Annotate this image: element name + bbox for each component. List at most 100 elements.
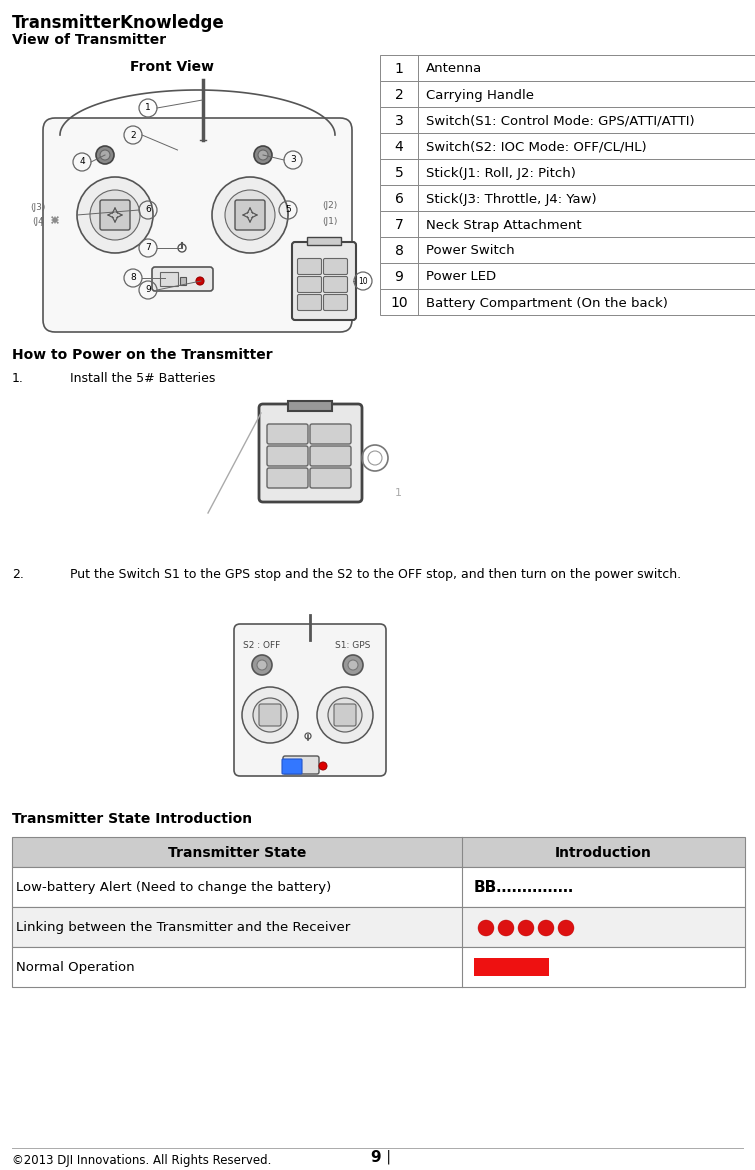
Circle shape xyxy=(242,687,298,743)
Text: Carrying Handle: Carrying Handle xyxy=(426,89,534,102)
Text: 1: 1 xyxy=(145,103,151,112)
FancyBboxPatch shape xyxy=(334,704,356,727)
Circle shape xyxy=(348,660,358,670)
Text: 8: 8 xyxy=(130,274,136,282)
Text: Install the 5# Batteries: Install the 5# Batteries xyxy=(70,372,215,385)
FancyBboxPatch shape xyxy=(259,404,362,502)
Text: 5: 5 xyxy=(285,206,291,214)
Bar xyxy=(12,837,745,867)
FancyBboxPatch shape xyxy=(297,259,322,275)
Bar xyxy=(12,947,745,987)
FancyBboxPatch shape xyxy=(267,446,308,466)
Text: 6: 6 xyxy=(145,206,151,214)
FancyBboxPatch shape xyxy=(235,200,265,230)
Text: Low-battery Alert (Need to change the battery): Low-battery Alert (Need to change the ba… xyxy=(16,881,331,895)
Text: |: | xyxy=(382,1150,391,1164)
Text: 3: 3 xyxy=(290,156,296,165)
Bar xyxy=(160,271,178,285)
Text: Power Switch: Power Switch xyxy=(426,245,515,257)
Circle shape xyxy=(252,655,272,675)
FancyBboxPatch shape xyxy=(323,295,347,310)
FancyBboxPatch shape xyxy=(323,259,347,275)
Text: 9: 9 xyxy=(145,285,151,295)
Text: Power LED: Power LED xyxy=(426,270,496,283)
Circle shape xyxy=(90,190,140,240)
Text: S2 : OFF: S2 : OFF xyxy=(243,640,281,649)
FancyBboxPatch shape xyxy=(282,759,302,775)
Bar xyxy=(380,238,755,263)
Text: 10: 10 xyxy=(390,296,408,310)
Bar xyxy=(380,211,755,238)
FancyBboxPatch shape xyxy=(292,242,356,321)
FancyBboxPatch shape xyxy=(323,276,347,292)
Text: View of Transmitter: View of Transmitter xyxy=(12,33,166,47)
Text: TransmitterKnowledge: TransmitterKnowledge xyxy=(12,14,225,32)
Circle shape xyxy=(257,660,267,670)
Text: 4: 4 xyxy=(395,140,403,154)
Text: 2.: 2. xyxy=(12,567,24,581)
Bar xyxy=(380,81,755,106)
Circle shape xyxy=(100,150,110,160)
FancyBboxPatch shape xyxy=(310,446,351,466)
Text: Switch(S1: Control Mode: GPS/ATTI/ATTI): Switch(S1: Control Mode: GPS/ATTI/ATTI) xyxy=(426,115,695,128)
Text: (J2): (J2) xyxy=(322,200,337,209)
Text: 2: 2 xyxy=(395,88,403,102)
Text: 1: 1 xyxy=(395,62,403,76)
Text: 7: 7 xyxy=(395,218,403,232)
FancyBboxPatch shape xyxy=(267,424,308,443)
Text: 1: 1 xyxy=(395,488,402,498)
Bar xyxy=(12,907,745,947)
Text: Transmitter State: Transmitter State xyxy=(168,846,307,860)
Circle shape xyxy=(498,920,514,936)
Circle shape xyxy=(319,762,327,770)
Text: 4: 4 xyxy=(79,158,85,166)
Text: 1.: 1. xyxy=(12,372,24,385)
Text: 9: 9 xyxy=(370,1150,381,1165)
Text: Stick(J3: Throttle, J4: Yaw): Stick(J3: Throttle, J4: Yaw) xyxy=(426,193,596,206)
Circle shape xyxy=(317,687,373,743)
Circle shape xyxy=(253,698,287,732)
Text: ©2013 DJI Innovations. All Rights Reserved.: ©2013 DJI Innovations. All Rights Reserv… xyxy=(12,1154,271,1166)
Bar xyxy=(307,238,341,245)
Circle shape xyxy=(538,920,554,936)
FancyBboxPatch shape xyxy=(310,468,351,488)
Text: 3: 3 xyxy=(395,113,403,128)
Text: 5: 5 xyxy=(395,166,403,180)
FancyBboxPatch shape xyxy=(283,756,319,775)
Text: (J4: (J4 xyxy=(32,218,44,227)
Circle shape xyxy=(305,732,311,739)
FancyBboxPatch shape xyxy=(310,424,351,443)
Bar xyxy=(380,133,755,159)
Circle shape xyxy=(96,146,114,164)
Text: Introduction: Introduction xyxy=(555,846,652,860)
FancyBboxPatch shape xyxy=(297,276,322,292)
Text: Stick(J1: Roll, J2: Pitch): Stick(J1: Roll, J2: Pitch) xyxy=(426,166,576,179)
FancyBboxPatch shape xyxy=(100,200,130,230)
Circle shape xyxy=(178,245,186,252)
Text: Neck Strap Attachment: Neck Strap Attachment xyxy=(426,219,581,232)
FancyBboxPatch shape xyxy=(259,704,281,727)
Bar xyxy=(12,867,745,907)
Text: 9: 9 xyxy=(395,270,403,284)
Bar xyxy=(380,185,755,211)
Text: Front View: Front View xyxy=(130,60,214,74)
Text: BB……………: BB…………… xyxy=(474,881,574,895)
Bar xyxy=(288,401,332,411)
Circle shape xyxy=(328,698,362,732)
Circle shape xyxy=(258,150,268,160)
Circle shape xyxy=(343,655,363,675)
Text: S1: GPS: S1: GPS xyxy=(335,640,371,649)
FancyBboxPatch shape xyxy=(297,295,322,310)
Text: 2: 2 xyxy=(130,131,136,139)
Circle shape xyxy=(518,920,534,936)
Circle shape xyxy=(478,920,494,936)
Text: Normal Operation: Normal Operation xyxy=(16,962,134,975)
Text: 10: 10 xyxy=(358,276,368,285)
Text: Antenna: Antenna xyxy=(426,62,482,76)
Text: Linking between the Transmitter and the Receiver: Linking between the Transmitter and the … xyxy=(16,922,350,935)
Text: How to Power on the Transmitter: How to Power on the Transmitter xyxy=(12,347,273,362)
Text: (J3): (J3) xyxy=(30,204,46,213)
Circle shape xyxy=(212,177,288,253)
FancyBboxPatch shape xyxy=(43,118,352,332)
Text: Transmitter State Introduction: Transmitter State Introduction xyxy=(12,812,252,826)
